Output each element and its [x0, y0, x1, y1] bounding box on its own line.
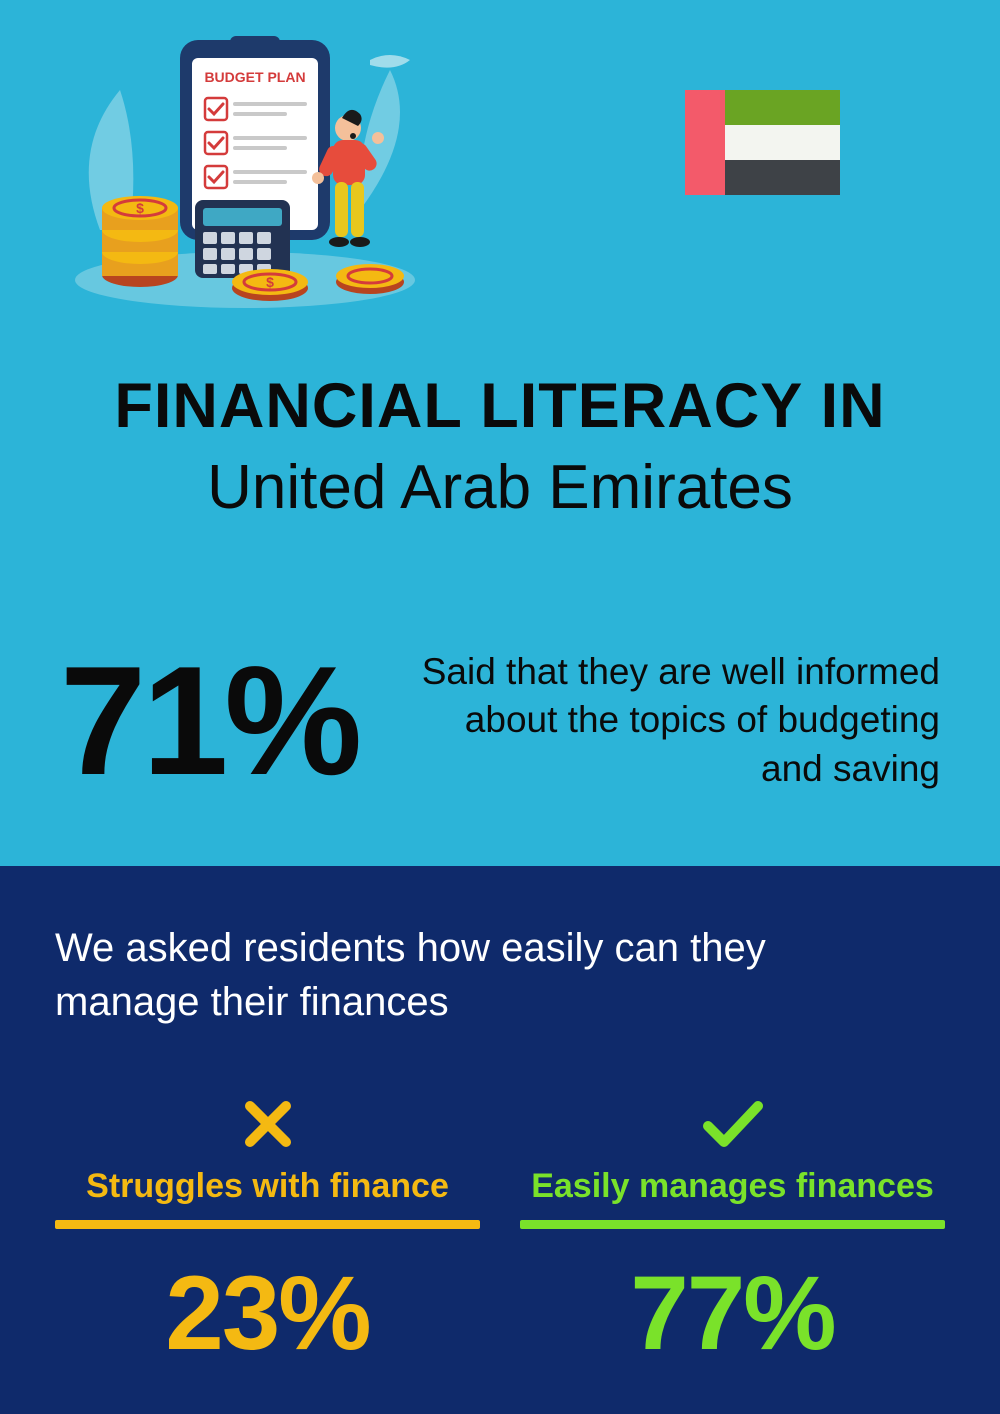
cross-icon [55, 1089, 480, 1159]
infographic-page: BUDGET PLAN [0, 0, 1000, 1414]
title-block: FINANCIAL LITERACY IN United Arab Emirat… [60, 370, 940, 523]
col-struggles-label: Struggles with finance [55, 1167, 480, 1206]
col-manages-label: Easily manages finances [520, 1167, 945, 1206]
flag-stripes [725, 90, 840, 195]
headline-text: Said that they are well informed about t… [418, 648, 940, 792]
flag-green-stripe [725, 90, 840, 125]
flag-black-stripe [725, 160, 840, 195]
title-line2: United Arab Emirates [60, 452, 940, 523]
col-struggles: Struggles with finance 23% [55, 1089, 480, 1374]
result-columns: Struggles with finance 23% Easily manage… [55, 1089, 945, 1374]
flag-red-bar [685, 90, 725, 195]
headline-percent: 71% [60, 643, 358, 798]
top-section: BUDGET PLAN [0, 0, 1000, 866]
uae-flag [685, 90, 840, 195]
col-struggles-rule [55, 1220, 480, 1229]
survey-question: We asked residents how easily can they m… [55, 921, 875, 1029]
col-struggles-percent: 23% [55, 1254, 480, 1374]
svg-text:$: $ [136, 200, 144, 216]
col-manages-rule [520, 1220, 945, 1229]
flag-white-stripe [725, 125, 840, 160]
bottom-section: We asked residents how easily can they m… [0, 866, 1000, 1414]
clipboard-label: BUDGET PLAN [204, 69, 305, 85]
title-line1: FINANCIAL LITERACY IN [60, 370, 940, 442]
headline-stat: 71% Said that they are well informed abo… [60, 643, 940, 798]
svg-text:$: $ [266, 274, 274, 290]
check-icon [520, 1089, 945, 1159]
budget-illustration: BUDGET PLAN [60, 30, 430, 310]
col-manages: Easily manages finances 77% [520, 1089, 945, 1374]
col-manages-percent: 77% [520, 1254, 945, 1374]
hero-row: BUDGET PLAN [60, 30, 940, 320]
